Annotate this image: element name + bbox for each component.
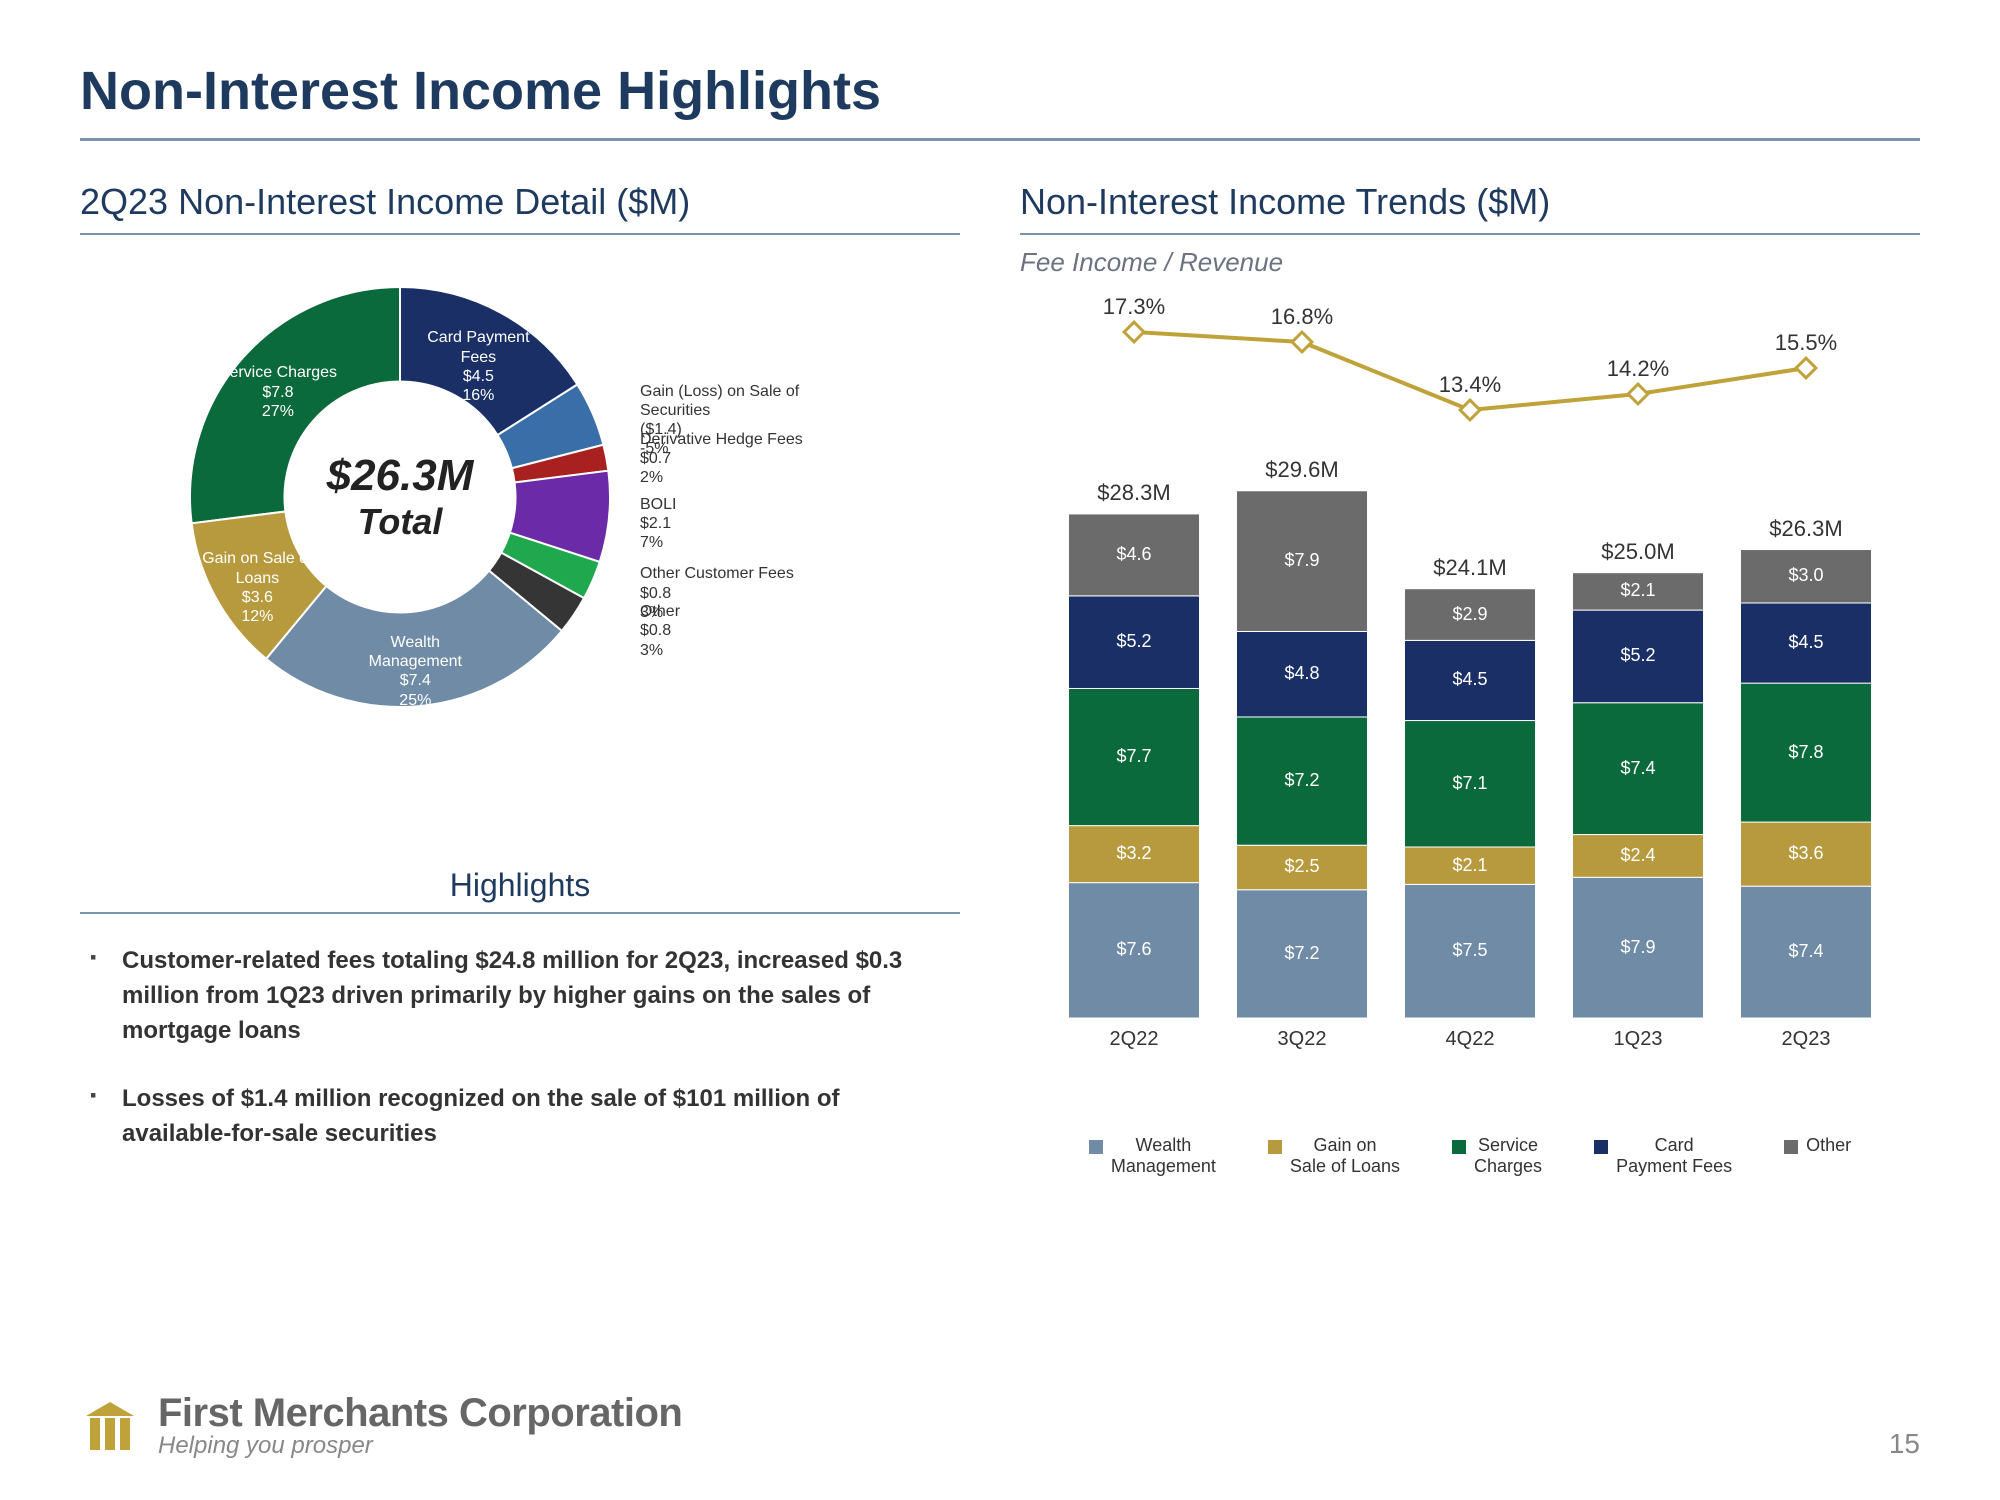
pct-marker [1292, 332, 1312, 352]
bar-seg-card [1236, 631, 1367, 717]
legend-item-other: Other [1784, 1135, 1851, 1178]
donut-label-boli: BOLI$2.17% [640, 495, 840, 553]
highlights-title: Highlights [80, 867, 960, 914]
bar-seg-wealth [1740, 886, 1871, 1018]
bar-seg-other [1236, 491, 1367, 632]
pct-label: 14.2% [1578, 356, 1698, 382]
brand-name: First Merchants Corporation [158, 1391, 682, 1436]
bar-seg-other [1740, 550, 1871, 603]
bar-seg-service [1068, 688, 1199, 825]
highlight-item: Customer-related fees totaling $24.8 mil… [90, 944, 950, 1048]
category-label: 2Q22 [1054, 1028, 1214, 1051]
bar-seg-service [1404, 721, 1535, 847]
bar-seg-card [1740, 603, 1871, 683]
pct-label: 16.8% [1242, 304, 1362, 330]
donut-label-gain_on_sale: Gain on Sale of Loans$3.612% [187, 549, 327, 626]
donut-title: 2Q23 Non-Interest Income Detail ($M) [80, 181, 960, 235]
category-label: 2Q23 [1726, 1028, 1886, 1051]
right-column: Non-Interest Income Trends ($M) Fee Inco… [1020, 181, 1920, 1186]
legend-swatch [1089, 1140, 1103, 1154]
legend-label: CardPayment Fees [1616, 1135, 1732, 1178]
legend-label: ServiceCharges [1474, 1135, 1542, 1178]
highlights-list: Customer-related fees totaling $24.8 mil… [80, 944, 960, 1152]
legend-label: Other [1806, 1135, 1851, 1157]
page-number: 15 [1889, 1428, 1920, 1460]
donut-label-service_charges: Service Charges$7.827% [208, 363, 348, 421]
pct-marker [1796, 358, 1816, 378]
legend-label: Gain onSale of Loans [1290, 1135, 1400, 1178]
bar-seg-wealth [1404, 884, 1535, 1018]
donut-label-card_payment: Card Payment Fees$4.516% [408, 328, 548, 405]
bar-seg-gain_on_sale [1068, 826, 1199, 883]
legend-item-card: CardPayment Fees [1594, 1135, 1732, 1178]
bar-seg-gain_on_sale [1740, 822, 1871, 886]
pct-label: 15.5% [1746, 330, 1866, 356]
donut-label-other: Other$0.83% [640, 602, 840, 660]
pct-marker [1124, 322, 1144, 342]
pct-marker [1460, 400, 1480, 420]
brand-icon [80, 1396, 140, 1456]
legend-item-wealth: WealthManagement [1089, 1135, 1216, 1178]
bar-seg-other [1572, 573, 1703, 610]
category-label: 1Q23 [1558, 1028, 1718, 1051]
bar-total-label: $24.1M [1410, 555, 1530, 581]
combo-chart: $7.6$3.2$7.7$5.2$4.6$28.3M2Q22$7.2$2.5$7… [1020, 298, 1920, 1178]
left-column: 2Q23 Non-Interest Income Detail ($M) $26… [80, 181, 960, 1186]
bar-total-label: $28.3M [1074, 480, 1194, 506]
donut-chart: $26.3M Total Service Charges$7.827%Card … [80, 247, 960, 847]
trends-title: Non-Interest Income Trends ($M) [1020, 181, 1920, 235]
trends-subtitle: Fee Income / Revenue [1020, 247, 1920, 278]
bar-total-label: $29.6M [1242, 457, 1362, 483]
bar-seg-service [1572, 703, 1703, 835]
pct-label: 13.4% [1410, 372, 1530, 398]
legend-swatch [1594, 1140, 1608, 1154]
legend-label: WealthManagement [1111, 1135, 1216, 1178]
category-label: 3Q22 [1222, 1028, 1382, 1051]
brand-tagline: Helping you prosper [158, 1432, 682, 1460]
combo-svg [1020, 298, 1920, 1078]
legend-swatch [1784, 1140, 1798, 1154]
bar-seg-wealth [1236, 890, 1367, 1018]
content-columns: 2Q23 Non-Interest Income Detail ($M) $26… [80, 181, 1920, 1186]
pct-marker [1628, 384, 1648, 404]
page-title: Non-Interest Income Highlights [80, 60, 1920, 141]
brand: First Merchants Corporation Helping you … [80, 1391, 682, 1460]
legend-swatch [1452, 1140, 1466, 1154]
bar-seg-wealth [1068, 883, 1199, 1018]
highlight-item: Losses of $1.4 million recognized on the… [90, 1082, 950, 1152]
bar-seg-gain_on_sale [1236, 845, 1367, 890]
legend-item-service: ServiceCharges [1452, 1135, 1542, 1178]
bar-seg-other [1404, 589, 1535, 641]
bar-total-label: $25.0M [1578, 539, 1698, 565]
bar-seg-gain_on_sale [1404, 847, 1535, 884]
legend-item-gain_on_sale: Gain onSale of Loans [1268, 1135, 1400, 1178]
bar-seg-wealth [1572, 877, 1703, 1018]
bar-seg-card [1068, 596, 1199, 689]
bar-seg-card [1404, 640, 1535, 720]
legend-swatch [1268, 1140, 1282, 1154]
bar-seg-gain_on_sale [1572, 835, 1703, 878]
footer: First Merchants Corporation Helping you … [80, 1391, 1920, 1460]
bar-total-label: $26.3M [1746, 516, 1866, 542]
bar-seg-service [1236, 717, 1367, 845]
bar-seg-other [1068, 514, 1199, 596]
donut-label-derivative: Derivative Hedge Fees$0.72% [640, 430, 840, 488]
donut-label-wealth: Wealth Management$7.425% [345, 633, 485, 710]
chart-legend: WealthManagement Gain onSale of Loans Serv… [1020, 1135, 1920, 1178]
pct-label: 17.3% [1074, 294, 1194, 320]
bar-seg-service [1740, 683, 1871, 822]
bar-seg-card [1572, 610, 1703, 703]
category-label: 4Q22 [1390, 1028, 1550, 1051]
